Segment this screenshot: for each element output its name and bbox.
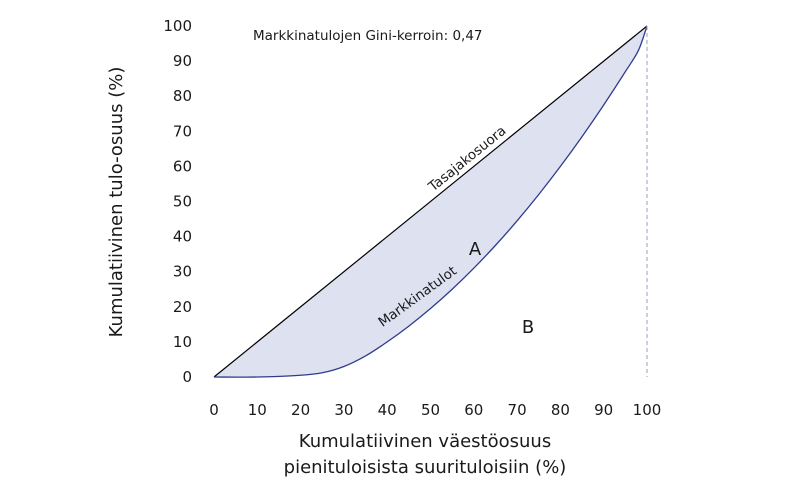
x-tick-label: 40 — [378, 401, 397, 419]
x-tick-labels: 0 10 20 30 40 50 60 70 80 90 100 — [209, 401, 661, 419]
y-tick-label: 30 — [173, 263, 192, 281]
x-tick-label: 10 — [248, 401, 267, 419]
gini-annotation: Markkinatulojen Gini-kerroin: 0,47 — [253, 28, 483, 44]
x-tick-label: 20 — [291, 401, 310, 419]
x-tick-label: 80 — [551, 401, 570, 419]
x-axis-title-line1: Kumulatiivinen väestöosuus — [299, 431, 551, 452]
x-tick-label: 30 — [334, 401, 353, 419]
x-tick-label: 90 — [594, 401, 613, 419]
y-tick-label: 90 — [173, 52, 192, 70]
x-tick-label: 60 — [464, 401, 483, 419]
y-tick-label: 40 — [173, 228, 192, 246]
y-axis-title: Kumulatiivinen tulo-osuus (%) — [106, 67, 127, 338]
y-tick-labels: 0 10 20 30 40 50 60 70 80 90 100 — [163, 17, 192, 386]
x-tick-label: 100 — [633, 401, 662, 419]
region-a-label: A — [469, 239, 482, 260]
series-lines — [213, 25, 648, 378]
x-tick-label: 70 — [508, 401, 527, 419]
y-tick-label: 80 — [173, 87, 192, 105]
market-income-curve — [213, 25, 648, 378]
y-tick-label: 70 — [173, 122, 192, 140]
y-tick-label: 10 — [173, 333, 192, 351]
y-tick-label: 0 — [182, 368, 192, 386]
x-tick-label: 50 — [421, 401, 440, 419]
region-b-label: B — [522, 317, 534, 338]
y-tick-label: 100 — [163, 17, 192, 35]
x-tick-label: 0 — [209, 401, 219, 419]
y-tick-label: 20 — [173, 298, 192, 316]
y-tick-label: 50 — [173, 193, 192, 211]
y-tick-label: 60 — [173, 157, 192, 175]
x-axis-title-line2: pienituloisista suurituloisiin (%) — [284, 457, 567, 478]
equality-line — [213, 25, 648, 378]
